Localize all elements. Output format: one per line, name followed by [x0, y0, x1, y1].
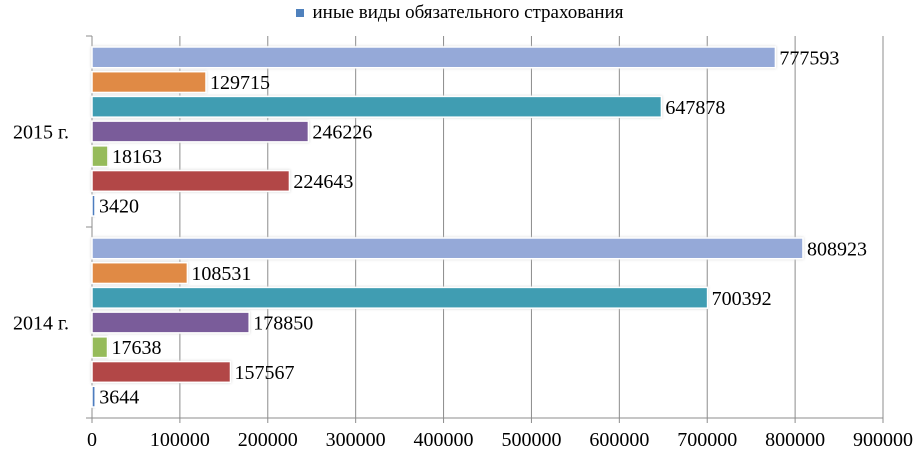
data-label: 178850	[253, 313, 313, 335]
bar	[91, 95, 663, 118]
y-category-label: 2015 г.	[13, 122, 69, 144]
legend-swatch	[296, 9, 305, 17]
bar	[91, 194, 96, 217]
x-tick-label: 900000	[853, 429, 913, 451]
x-tick-label: 700000	[677, 429, 737, 451]
y-category-label: 2014 г.	[13, 313, 69, 335]
bar	[91, 237, 804, 260]
x-tick-label: 600000	[589, 429, 649, 451]
bars	[91, 46, 804, 408]
data-label: 108531	[191, 263, 251, 285]
x-tick-label: 500000	[501, 429, 561, 451]
x-tick-label: 800000	[765, 429, 825, 451]
legend: иные виды обязательного страхования	[0, 2, 920, 24]
bar	[91, 169, 291, 193]
data-label: 17638	[112, 337, 162, 359]
data-label: 3644	[99, 387, 139, 409]
bar	[91, 46, 777, 69]
data-label: 224643	[293, 171, 353, 193]
x-tick-label: 0	[87, 429, 97, 451]
bar	[91, 261, 189, 285]
x-tick-label: 200000	[238, 429, 298, 451]
data-label: 129715	[210, 72, 270, 94]
data-label: 777593	[779, 47, 839, 69]
data-label: 246226	[312, 122, 372, 144]
bar	[91, 120, 310, 143]
bar	[91, 360, 232, 384]
x-tick-label: 400000	[414, 429, 474, 451]
tick-labels: 0 100000 200000 300000 400000 500000 600000 700…	[13, 122, 913, 452]
x-tick-label: 300000	[326, 429, 386, 451]
data-label: 808923	[807, 238, 867, 260]
bar	[91, 336, 109, 359]
data-label: 700392	[712, 288, 772, 310]
data-label: 3420	[99, 196, 139, 218]
bar	[91, 311, 250, 334]
data-labels: 777593 129715 647878 246226 18163 224643 3420 8…	[99, 47, 867, 408]
x-tick-label: 100000	[150, 429, 210, 451]
gridlines	[179, 36, 884, 418]
data-label: 157567	[234, 362, 294, 384]
bar	[91, 145, 109, 168]
bar	[91, 286, 709, 309]
bar	[91, 385, 96, 408]
bar	[91, 70, 207, 94]
legend-label: иные виды обязательного страхования	[312, 2, 624, 23]
data-label: 647878	[665, 97, 725, 119]
data-label: 18163	[112, 146, 162, 168]
